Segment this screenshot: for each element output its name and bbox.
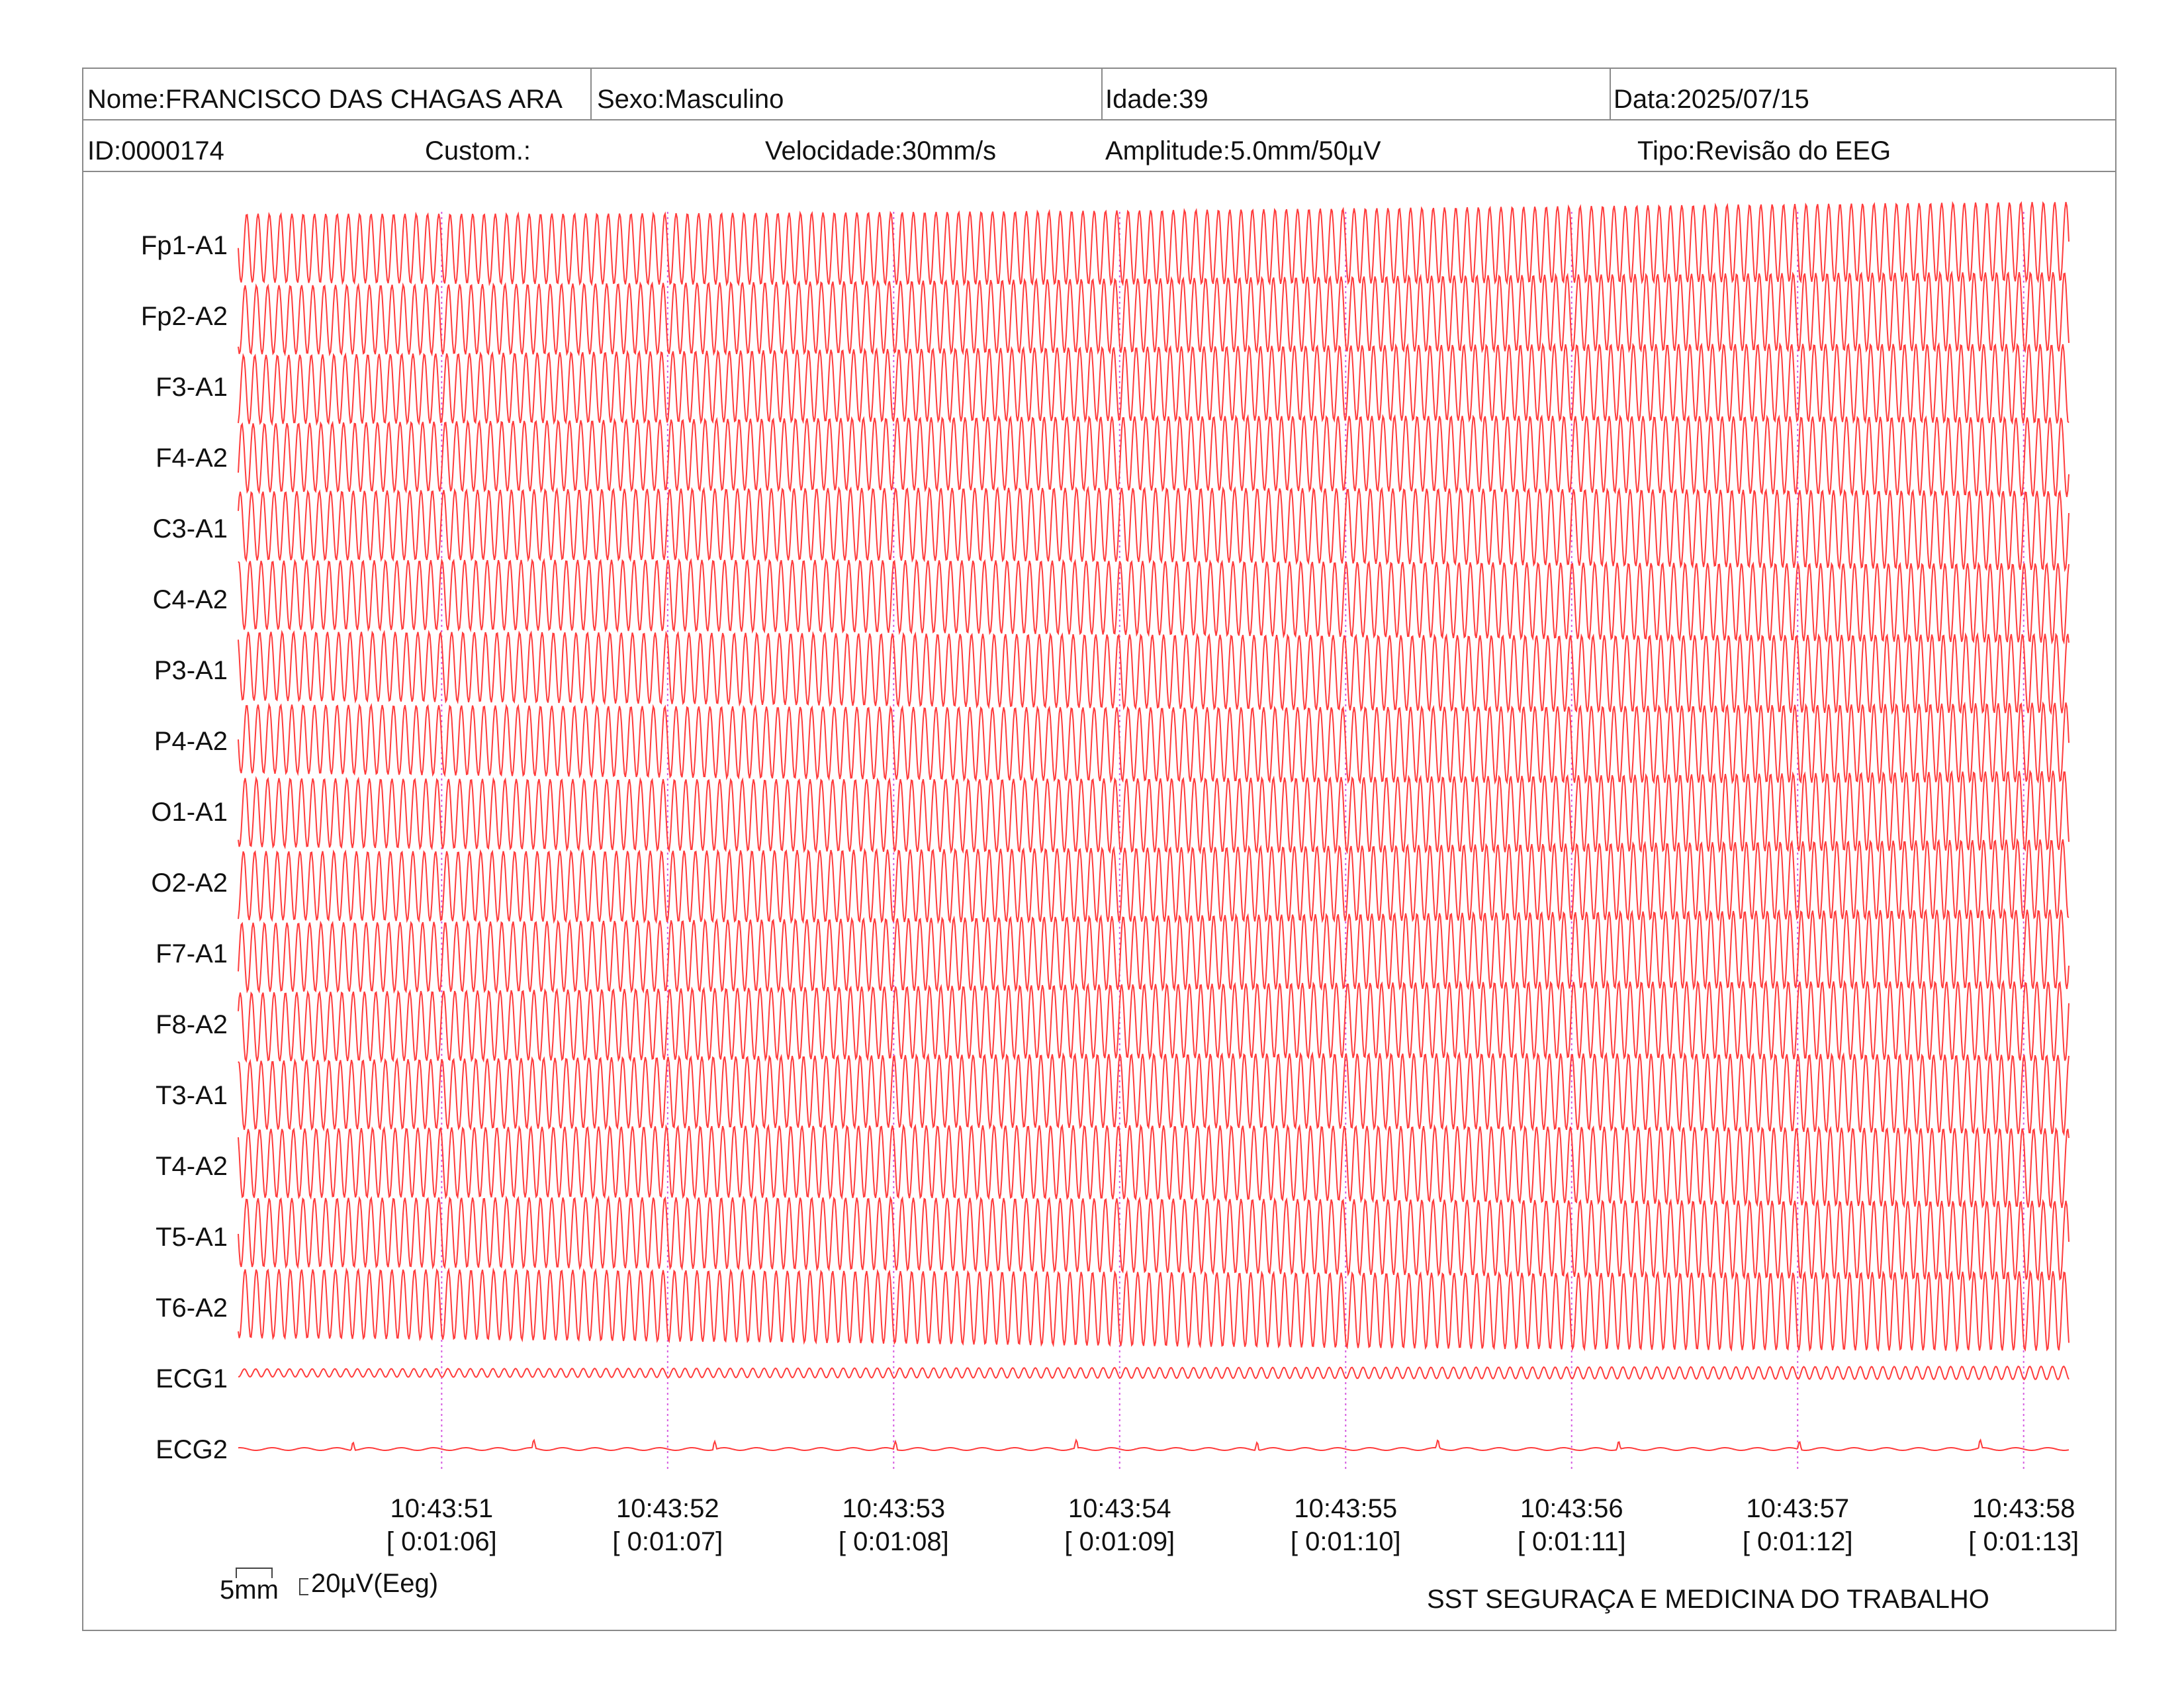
time-tick-label: 10:43:54	[1068, 1494, 1171, 1523]
speed-setting: Velocidade:30mm/s	[765, 136, 997, 165]
time-tick-labels: 10:43:51 [ 0:01:06] 10:43:52 [ 0:01:07] 10:4…	[387, 1494, 2079, 1556]
channel-label: F8-A2	[156, 1010, 228, 1039]
header-col-divider-3	[1610, 68, 1611, 120]
trace-ecg2	[238, 1438, 2070, 1451]
channel-label: F3-A1	[156, 373, 228, 402]
trace-p3-a1	[238, 630, 2070, 716]
time-tick-label: 10:43:51	[390, 1494, 493, 1523]
channel-label: C3-A1	[153, 514, 228, 543]
time-tick-label: 10:43:56	[1520, 1494, 1623, 1523]
trace-fp2-a2	[238, 270, 2070, 357]
trace-t3-a1	[238, 1051, 2070, 1137]
channel-label: C4-A2	[153, 585, 228, 614]
elapsed-tick-label: [ 0:01:13]	[1968, 1527, 2079, 1556]
trace-c3-a1	[238, 485, 2070, 573]
scale-uv-label: 20µV(Eeg)	[311, 1569, 439, 1598]
scale-mm-label: 5mm	[220, 1575, 279, 1605]
elapsed-tick-label: [ 0:01:10]	[1291, 1527, 1401, 1556]
elapsed-tick-label: [ 0:01:11]	[1518, 1527, 1626, 1556]
patient-sex: Sexo:Masculino	[597, 85, 784, 114]
elapsed-tick-label: [ 0:01:12]	[1743, 1527, 1853, 1556]
elapsed-tick-label: [ 0:01:07]	[612, 1527, 723, 1556]
trace-f3-a1	[238, 342, 2070, 426]
channel-label: P4-A2	[154, 727, 228, 756]
header-col-divider-2	[1101, 68, 1103, 120]
trace-ecg1	[238, 1365, 2070, 1381]
header-col-divider-1	[590, 68, 592, 120]
trace-o2-a2	[238, 837, 2070, 925]
channel-label: Fp1-A1	[141, 231, 228, 260]
time-tick-label: 10:43:55	[1294, 1494, 1397, 1523]
trace-c4-a2	[238, 557, 2070, 645]
time-markers	[441, 212, 2025, 1471]
custom-field: Custom.:	[425, 136, 531, 165]
report-frame	[82, 68, 2116, 1631]
channel-label: T4-A2	[156, 1152, 228, 1181]
exam-type: Tipo:Revisão do EEG	[1637, 136, 1891, 165]
header-divider-1	[82, 119, 2116, 120]
time-tick-label: 10:43:57	[1746, 1494, 1849, 1523]
elapsed-tick-label: [ 0:01:06]	[387, 1527, 497, 1556]
time-tick-label: 10:43:58	[1972, 1494, 2075, 1523]
channel-traces	[238, 201, 2070, 1451]
trace-o1-a1	[238, 769, 2070, 855]
channel-label: T3-A1	[156, 1081, 228, 1110]
elapsed-tick-label: [ 0:01:08]	[839, 1527, 949, 1556]
scale-bar-horizontal	[236, 1568, 273, 1578]
time-tick-label: 10:43:53	[842, 1494, 945, 1523]
trace-p4-a2	[238, 701, 2070, 785]
channel-label: F4-A2	[156, 444, 228, 473]
trace-f8-a2	[238, 979, 2070, 1064]
channel-label: O1-A1	[151, 798, 228, 827]
time-tick-label: 10:43:52	[616, 1494, 719, 1523]
trace-t5-a1	[238, 1195, 2070, 1282]
channel-label: F7-A1	[156, 939, 228, 968]
trace-t6-a2	[238, 1267, 2070, 1352]
channel-labels: Fp1-A1 Fp2-A2 F3-A1 F4-A2 C3-A1 C4-A2 P3-A1 P4-…	[141, 231, 228, 1464]
amplitude-setting: Amplitude:5.0mm/50µV	[1105, 136, 1381, 165]
trace-t4-a2	[238, 1123, 2070, 1209]
header-divider-2	[82, 171, 2116, 172]
exam-date: Data:2025/07/15	[1614, 85, 1809, 114]
patient-id: ID:0000174	[87, 136, 224, 165]
trace-f7-a1	[238, 908, 2070, 994]
patient-name: Nome:FRANCISCO DAS CHAGAS ARA	[87, 85, 563, 114]
channel-label: P3-A1	[154, 656, 228, 685]
trace-fp1-a1	[238, 201, 2070, 287]
channel-label: O2-A2	[151, 868, 228, 898]
channel-label: ECG2	[156, 1435, 228, 1464]
trace-f4-a2	[238, 414, 2070, 498]
channel-label: T5-A1	[156, 1223, 228, 1252]
elapsed-tick-label: [ 0:01:09]	[1064, 1527, 1175, 1556]
patient-age: Idade:39	[1105, 85, 1208, 114]
company-name: SST SEGURAÇA E MEDICINA DO TRABALHO	[1427, 1585, 1989, 1614]
channel-label: T6-A2	[156, 1293, 228, 1323]
scale-bar-vertical	[299, 1578, 308, 1595]
channel-label: ECG1	[156, 1364, 228, 1393]
channel-label: Fp2-A2	[141, 302, 228, 331]
